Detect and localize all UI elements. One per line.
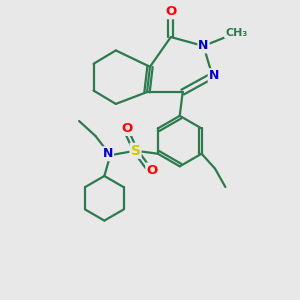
Text: N: N <box>198 40 209 52</box>
Text: N: N <box>103 147 113 160</box>
Text: S: S <box>130 144 141 158</box>
Text: O: O <box>121 122 132 135</box>
Text: N: N <box>209 69 219 82</box>
Text: CH₃: CH₃ <box>225 28 247 38</box>
Text: O: O <box>146 164 158 177</box>
Text: O: O <box>165 5 176 18</box>
